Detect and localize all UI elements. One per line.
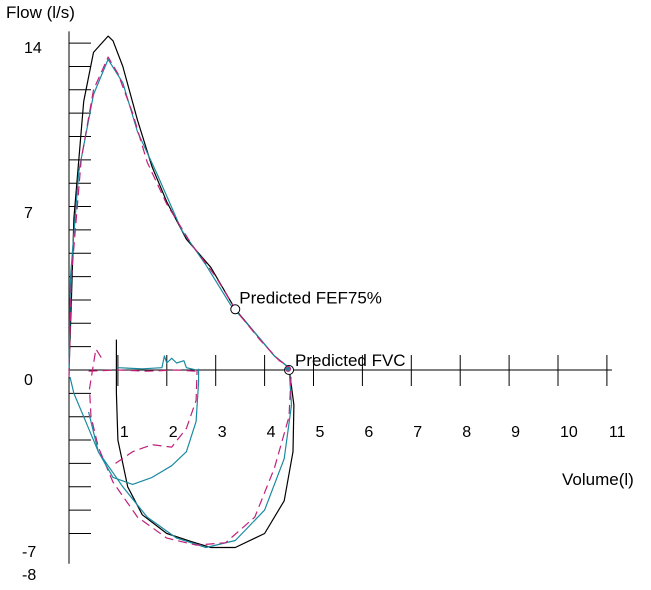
axes: 1 2 3 4 5 6 7 8 9 10 11 14 7 0 -7 -8 xyxy=(22,31,626,584)
annotation-fvc: Predicted FVC xyxy=(295,351,406,370)
predicted-point-marker xyxy=(230,304,241,315)
flow-volume-curve-blue xyxy=(88,368,200,485)
y-tick-label: 0 xyxy=(24,372,33,389)
flow-volume-curve-blue xyxy=(117,355,197,371)
x-axis-label: Volume(l) xyxy=(562,470,634,489)
x-tick-label: 11 xyxy=(609,424,626,441)
end-point-dot xyxy=(285,365,292,372)
flow-volume-curve-magenta xyxy=(88,369,197,372)
x-tick-label: 4 xyxy=(267,424,276,441)
x-tick-label: 8 xyxy=(462,424,471,441)
x-tick-label: 3 xyxy=(218,424,227,441)
x-tick-label: 9 xyxy=(511,424,520,441)
x-tick-label: 7 xyxy=(413,424,422,441)
y-axis-label: Flow (l/s) xyxy=(6,3,75,22)
y-tick-label: -7 xyxy=(22,544,36,561)
x-tick-label: 1 xyxy=(120,424,129,441)
markers xyxy=(230,304,295,375)
y-tick-label: 14 xyxy=(24,40,42,57)
annotation-fef75: Predicted FEF75% xyxy=(239,288,382,307)
curves xyxy=(68,35,295,549)
x-tick-label: 5 xyxy=(316,424,325,441)
flow-volume-curve-magenta xyxy=(115,369,198,464)
x-tick-label: 2 xyxy=(169,424,178,441)
x-tick-label: 6 xyxy=(364,424,373,441)
y-tick-label: -8 xyxy=(22,567,36,584)
y-tick-label: 7 xyxy=(24,205,33,222)
x-tick-label: 10 xyxy=(560,424,578,441)
